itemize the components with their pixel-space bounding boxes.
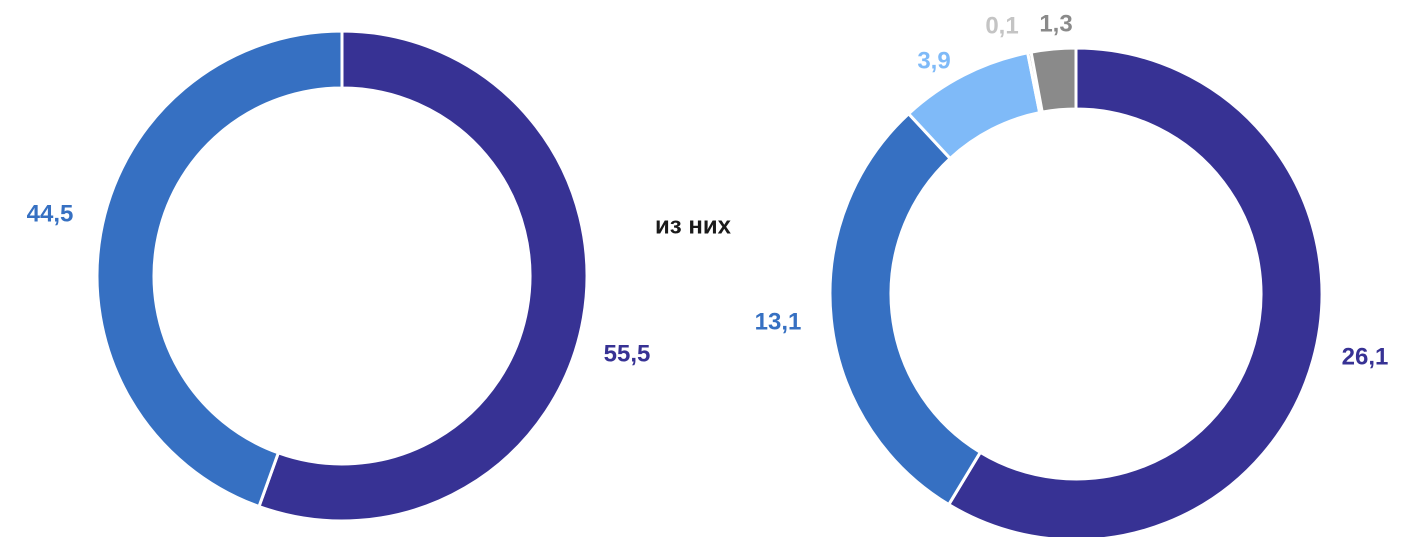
donut-slice: [95, 29, 344, 509]
donut-slice: [1029, 46, 1078, 114]
donut-slice: [257, 29, 589, 523]
data-label: 3,9: [917, 47, 950, 74]
data-label: 55,5: [604, 340, 651, 367]
annotation: из них: [655, 212, 732, 239]
data-label: 26,1: [1342, 343, 1389, 370]
donut-slice: [946, 46, 1324, 537]
data-label: 44,5: [27, 200, 74, 227]
data-label: 13,1: [755, 308, 802, 335]
data-label: 1,3: [1039, 10, 1072, 37]
donut-slice: [828, 111, 983, 507]
data-label: 0,1: [985, 12, 1018, 39]
